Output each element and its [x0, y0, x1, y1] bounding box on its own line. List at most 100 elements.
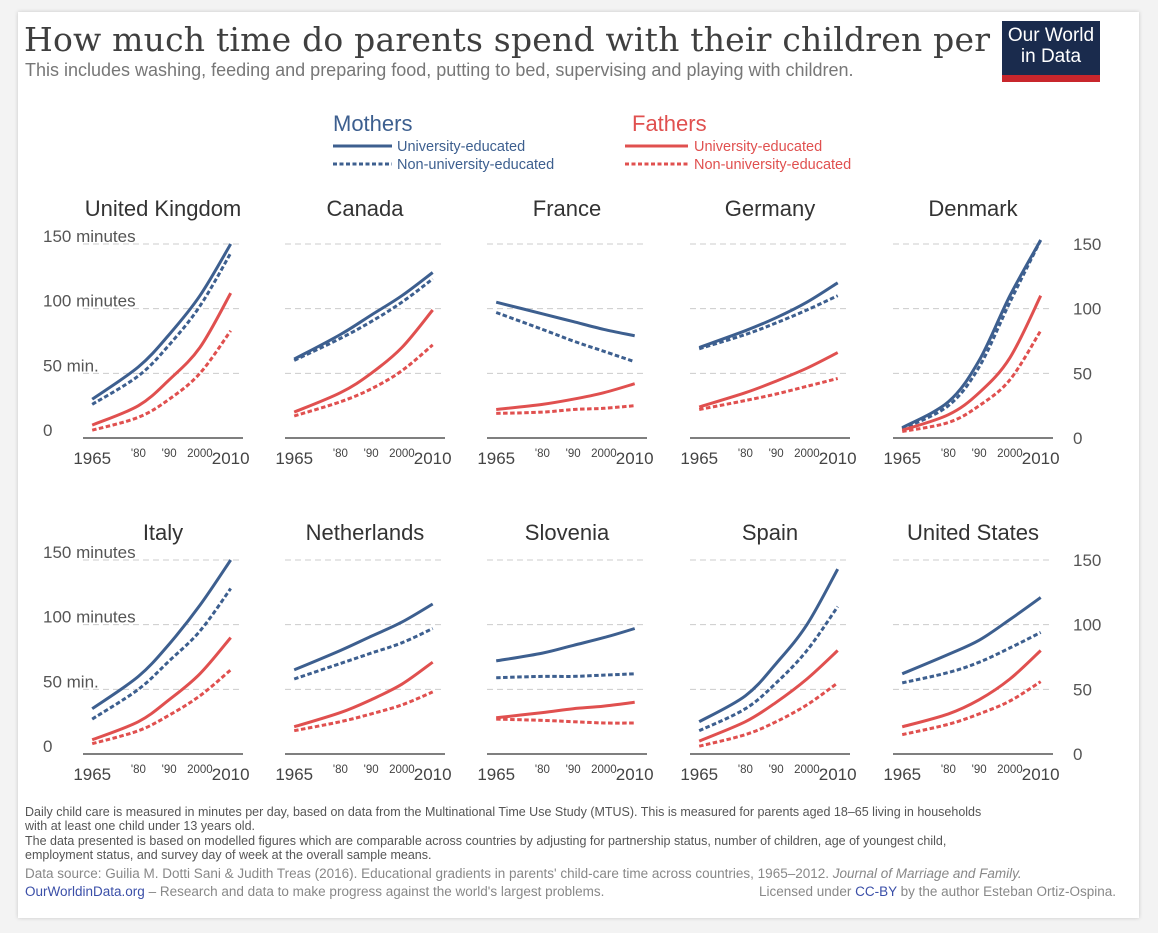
legend-fathers-title: Fathers	[632, 111, 707, 136]
x-tick-spain-4: 2010	[819, 765, 857, 784]
series-line-slovenia-fu	[496, 700, 635, 720]
x-tick-united-states-1: '80	[941, 764, 956, 776]
x-tick-france-2: '90	[566, 448, 581, 460]
panel-title-united-states: United States	[907, 520, 1039, 545]
legend-fathers-university-label: University-educated	[694, 139, 822, 155]
series-line-united-states-mu	[901, 596, 1042, 676]
series-line-netherlands-fu	[293, 660, 434, 729]
x-tick-slovenia-4: 2010	[616, 765, 654, 784]
chart-card	[18, 12, 1139, 918]
y-label-right-denmark-50: 50	[1073, 364, 1092, 383]
series-line-spain-fn	[698, 681, 839, 748]
panel-title-slovenia: Slovenia	[525, 520, 610, 545]
legend-fathers-nonuniversity-label: Non-university-educated	[694, 157, 851, 173]
x-tick-spain-3: 2000	[794, 764, 820, 776]
series-line-italy-mu	[91, 559, 232, 710]
series-line-italy-mn	[91, 587, 232, 721]
logo-line-1: Our World	[1007, 25, 1095, 46]
x-tick-italy-3: 2000	[187, 764, 213, 776]
x-tick-italy-2: '90	[162, 764, 177, 776]
panel-title-spain: Spain	[742, 520, 798, 545]
x-tick-canada-4: 2010	[414, 449, 452, 468]
series-line-united-states-mn	[901, 631, 1042, 685]
x-tick-germany-3: 2000	[794, 448, 820, 460]
legend-mothers-nonuniversity-label: Non-university-educated	[397, 157, 554, 173]
series-line-united-kingdom-fn	[91, 329, 232, 432]
x-tick-denmark-4: 2010	[1022, 449, 1060, 468]
series-line-france-fn	[496, 404, 635, 415]
x-tick-germany-2: '90	[769, 448, 784, 460]
x-tick-denmark-1: '80	[941, 448, 956, 460]
y-label-right-united-states-50: 50	[1073, 680, 1092, 699]
series-line-canada-fu	[293, 309, 434, 414]
series-line-united-kingdom-fu	[91, 292, 233, 427]
y-label-right-united-states-0: 0	[1073, 745, 1082, 764]
x-tick-netherlands-3: 2000	[389, 764, 415, 776]
series-line-netherlands-mn	[293, 627, 434, 681]
x-tick-united-kingdom-3: 2000	[187, 448, 213, 460]
x-tick-italy-0: 1965	[73, 765, 111, 784]
y-label-left-united-kingdom-50: 50 min.	[43, 356, 99, 375]
y-label-right-denmark-150: 150	[1073, 235, 1101, 254]
x-tick-canada-3: 2000	[389, 448, 415, 460]
series-line-united-kingdom-mn	[91, 252, 232, 406]
x-tick-canada-2: '90	[364, 448, 379, 460]
owid-link[interactable]: OurWorldinData.org	[25, 884, 145, 899]
footer-note-2b: employment status, and survey day of wee…	[25, 848, 432, 862]
series-line-spain-fu	[698, 649, 839, 743]
series-line-denmark-mu	[901, 239, 1043, 430]
cc-by-link[interactable]: CC-BY	[855, 884, 897, 899]
x-tick-united-states-4: 2010	[1022, 765, 1060, 784]
y-label-right-united-states-100: 100	[1073, 616, 1101, 635]
footer-note-1: Daily child care is measured in minutes …	[25, 805, 982, 819]
x-tick-slovenia-2: '90	[566, 764, 581, 776]
series-line-united-kingdom-mu	[91, 243, 232, 401]
series-line-france-mu	[495, 300, 636, 338]
series-line-germany-mn	[698, 294, 839, 351]
x-tick-denmark-2: '90	[972, 448, 987, 460]
x-tick-slovenia-0: 1965	[477, 765, 515, 784]
x-tick-netherlands-4: 2010	[414, 765, 452, 784]
x-tick-united-kingdom-0: 1965	[73, 449, 111, 468]
x-tick-netherlands-2: '90	[364, 764, 379, 776]
x-tick-united-states-2: '90	[972, 764, 987, 776]
y-label-left-united-kingdom-150: 150 minutes	[43, 227, 136, 246]
x-tick-germany-4: 2010	[819, 449, 857, 468]
footer-source: Data source: Guilia M. Dotti Sani & Judi…	[25, 866, 1022, 881]
y-label-left-italy-0: 0	[43, 737, 52, 756]
x-tick-canada-1: '80	[333, 448, 348, 460]
panel-title-france: France	[533, 196, 601, 221]
owid-logo[interactable]: Our World in Data	[1002, 21, 1100, 82]
x-tick-france-1: '80	[535, 448, 550, 460]
x-tick-italy-4: 2010	[212, 765, 250, 784]
footer-note-2: The data presented is based on modelled …	[25, 834, 947, 848]
x-tick-slovenia-3: 2000	[591, 764, 617, 776]
panel-title-netherlands: Netherlands	[306, 520, 425, 545]
license-prefix: Licensed under	[759, 884, 852, 899]
x-tick-denmark-0: 1965	[883, 449, 921, 468]
panel-title-denmark: Denmark	[928, 196, 1018, 221]
y-label-left-italy-150: 150 minutes	[43, 543, 136, 562]
series-line-spain-mn	[698, 605, 839, 733]
y-label-right-denmark-0: 0	[1073, 429, 1082, 448]
series-line-germany-fn	[698, 377, 839, 411]
series-line-denmark-fn	[901, 329, 1042, 433]
owid-tagline: – Research and data to make progress aga…	[148, 884, 605, 899]
series-line-denmark-fu	[901, 295, 1043, 432]
x-tick-united-states-0: 1965	[883, 765, 921, 784]
series-line-slovenia-fn	[496, 717, 635, 725]
license-suffix: by the author Esteban Ortiz-Ospina.	[900, 884, 1116, 899]
y-label-right-united-states-150: 150	[1073, 551, 1101, 570]
x-tick-germany-0: 1965	[680, 449, 718, 468]
panel-title-canada: Canada	[326, 196, 404, 221]
x-tick-italy-1: '80	[131, 764, 146, 776]
x-tick-canada-0: 1965	[275, 449, 313, 468]
series-line-united-states-fn	[901, 680, 1042, 737]
series-line-france-fu	[496, 382, 636, 411]
x-tick-spain-2: '90	[769, 764, 784, 776]
y-label-left-italy-50: 50 min.	[43, 672, 99, 691]
series-line-canada-fn	[293, 343, 434, 418]
footer-owid: OurWorldinData.org – Research and data t…	[25, 884, 604, 899]
legend-mothers-title: Mothers	[333, 111, 412, 136]
